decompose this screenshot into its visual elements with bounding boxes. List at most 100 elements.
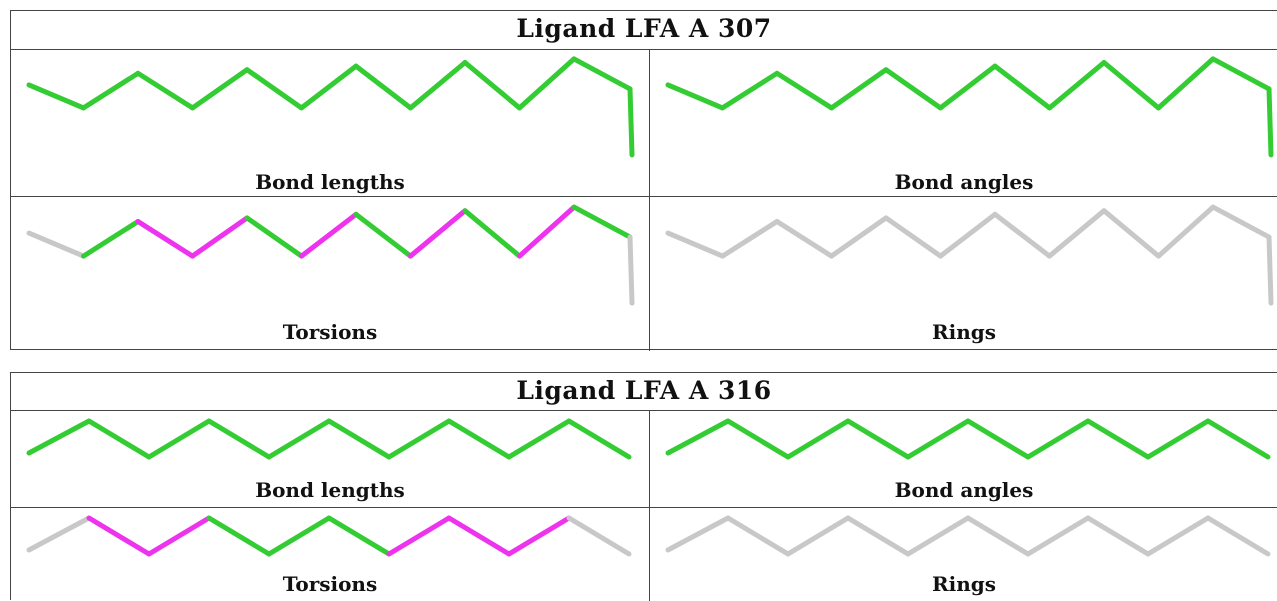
ligand-block-316: Ligand LFA A 316 Bond lengths Bond angle…: [10, 372, 1277, 601]
divider: [11, 196, 1277, 197]
bond-pass: [571, 204, 633, 240]
bond-na: [1085, 515, 1151, 557]
panel-caption: Torsions: [282, 320, 378, 344]
bond-pass: [353, 211, 413, 259]
bond-pass: [1266, 86, 1274, 158]
bond-na: [1025, 515, 1091, 557]
bond-pass: [1047, 60, 1107, 111]
panel-caption: Bond angles: [894, 478, 1034, 502]
panel-caption: Rings: [931, 320, 996, 344]
bond-pass: [506, 418, 572, 460]
panel-caption: Bond angles: [894, 170, 1034, 194]
bond-fail: [446, 515, 512, 557]
bond-na: [1047, 208, 1107, 259]
bond-na: [627, 234, 635, 306]
panel-bond-lengths: Bond lengths: [11, 50, 649, 196]
bond-pass: [462, 60, 522, 111]
molecule-diagram: [26, 56, 635, 158]
bond-pass: [571, 56, 633, 92]
panel-rings: Rings: [650, 508, 1277, 601]
bond-na: [829, 215, 889, 259]
bond-na: [1145, 515, 1211, 557]
bond-pass: [965, 418, 1031, 460]
bond-pass: [244, 67, 304, 111]
bond-pass: [462, 208, 522, 259]
bond-na: [566, 515, 632, 557]
divider: [649, 410, 650, 601]
molecule-diagram: [665, 418, 1271, 460]
panel-torsions: Torsions: [11, 508, 649, 601]
bond-pass: [517, 56, 577, 111]
bond-pass: [845, 418, 911, 460]
bond-pass: [266, 515, 332, 557]
bond-pass: [446, 418, 512, 460]
bond-pass: [86, 418, 152, 460]
bond-pass: [299, 63, 359, 111]
bond-na: [905, 515, 971, 557]
panel-bond-lengths: Bond lengths: [11, 411, 649, 507]
bond-na: [26, 230, 86, 259]
divider: [11, 410, 1277, 411]
bond-pass: [1205, 418, 1271, 460]
bond-pass: [905, 418, 971, 460]
bond-pass: [1210, 56, 1272, 92]
bond-pass: [725, 418, 791, 460]
bond-pass: [408, 60, 468, 111]
divider: [11, 49, 1277, 50]
bond-pass: [81, 219, 141, 259]
bond-pass: [1101, 60, 1161, 111]
panel-caption: Bond lengths: [255, 170, 405, 194]
bond-na: [785, 515, 851, 557]
panel-bond-angles: Bond angles: [650, 411, 1277, 507]
bond-pass: [566, 418, 632, 460]
bond-pass: [1085, 418, 1151, 460]
bond-fail: [408, 208, 468, 259]
bond-na: [725, 515, 791, 557]
bond-na: [1266, 234, 1274, 306]
bond-na: [26, 515, 92, 553]
bond-pass: [627, 86, 635, 158]
bond-pass: [883, 67, 943, 111]
bond-pass: [353, 63, 413, 111]
bond-pass: [266, 418, 332, 460]
bond-na: [965, 515, 1031, 557]
bond-pass: [146, 418, 212, 460]
bond-na: [1205, 515, 1271, 557]
bond-pass: [774, 70, 834, 111]
bond-pass: [665, 82, 725, 111]
bond-pass: [386, 418, 452, 460]
bond-pass: [785, 418, 851, 460]
bond-na: [883, 215, 943, 259]
bond-fail: [517, 204, 577, 259]
bond-pass: [26, 418, 92, 456]
molecule-diagram: [665, 204, 1274, 306]
bond-pass: [206, 418, 272, 460]
panel-rings: Rings: [650, 197, 1277, 351]
bond-pass: [665, 418, 731, 456]
divider: [649, 49, 650, 351]
molecule-diagram: [26, 204, 635, 306]
bond-na: [774, 219, 834, 259]
bond-pass: [244, 215, 304, 259]
bond-pass: [206, 515, 272, 557]
bond-na: [992, 211, 1052, 259]
bond-pass: [720, 70, 780, 111]
bond-pass: [1145, 418, 1211, 460]
bond-fail: [386, 515, 452, 557]
panel-torsions: Torsions: [11, 197, 649, 351]
molecule-diagram: [665, 56, 1274, 158]
ligand-block-307: Ligand LFA A 307 Bond lengths Bond angle…: [10, 10, 1277, 351]
bond-pass: [1025, 418, 1091, 460]
bond-pass: [135, 70, 195, 111]
bond-pass: [26, 82, 86, 111]
molecule-diagram: [26, 515, 632, 557]
bond-pass: [992, 63, 1052, 111]
bond-fail: [190, 215, 250, 259]
bond-fail: [86, 515, 152, 557]
molecule-diagram: [665, 515, 1271, 557]
panel-caption: Bond lengths: [255, 478, 405, 502]
bond-na: [665, 230, 725, 259]
ligand-title: Ligand LFA A 316: [516, 376, 772, 405]
molecule-diagram: [26, 418, 632, 460]
bond-na: [938, 211, 998, 259]
